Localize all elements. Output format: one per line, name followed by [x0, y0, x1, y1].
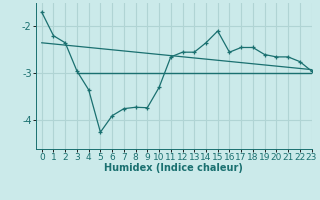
X-axis label: Humidex (Indice chaleur): Humidex (Indice chaleur): [104, 163, 243, 173]
